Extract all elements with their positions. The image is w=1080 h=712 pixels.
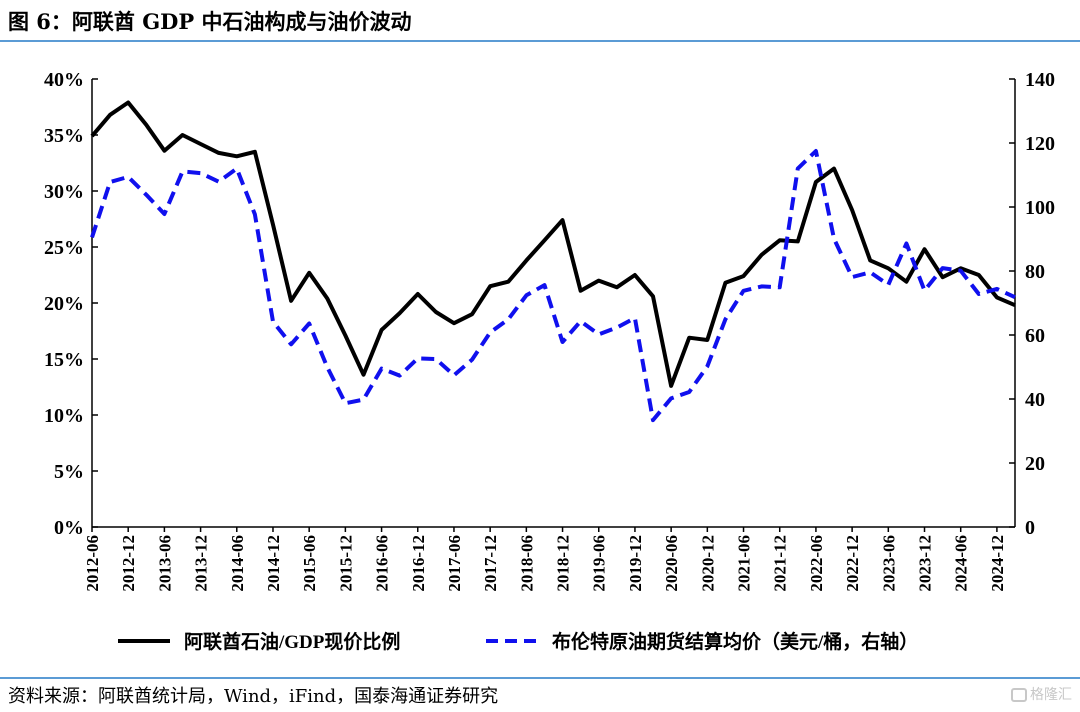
right-tick-label: 60 xyxy=(1025,325,1045,347)
left-tick-label: 0% xyxy=(54,517,84,539)
series-lines xyxy=(90,100,1016,423)
left-tick-label: 25% xyxy=(44,237,84,259)
x-tick-label: 2020-12 xyxy=(698,535,717,592)
x-tick-label: 2017-06 xyxy=(445,535,464,592)
chart: 0% 5% 10% 15% 20% 25% 30% 35% 40% 0 20 40 60 80 100 120… xyxy=(44,69,1055,653)
left-tick-label: 30% xyxy=(44,181,84,203)
right-tick-label: 140 xyxy=(1025,69,1055,91)
x-tick-label: 2012-12 xyxy=(119,535,138,592)
left-tick-label: 20% xyxy=(44,293,84,315)
x-tick-label: 2024-06 xyxy=(952,535,971,592)
x-tick-label: 2017-12 xyxy=(481,535,500,592)
x-tick-label: 2015-12 xyxy=(336,535,355,592)
title-rule xyxy=(0,40,1080,42)
series-line-oil-gdp-ratio xyxy=(90,100,1016,388)
x-tick-label: 2022-06 xyxy=(807,535,826,592)
right-tick-label: 120 xyxy=(1025,133,1055,155)
series-line-brent-price xyxy=(90,149,1016,423)
x-tick-label: 2023-06 xyxy=(879,535,898,592)
x-tick-label: 2019-06 xyxy=(590,535,609,592)
x-tick-label: 2022-12 xyxy=(843,535,862,592)
right-tick-label: 20 xyxy=(1025,453,1045,475)
right-tick-label: 0 xyxy=(1025,517,1035,539)
x-tick-label: 2013-06 xyxy=(155,535,174,592)
x-tick-label: 2018-12 xyxy=(554,535,573,592)
right-tick-label: 80 xyxy=(1025,261,1045,283)
watermark-logo-icon xyxy=(1011,688,1027,702)
right-tick-label: 40 xyxy=(1025,389,1045,411)
axes xyxy=(91,78,1016,532)
x-tick-label: 2013-12 xyxy=(192,535,211,592)
source-note: 资料来源：阿联酋统计局，Wind，iFind，国泰海通证券研究 xyxy=(8,686,499,707)
x-tick-label: 2016-12 xyxy=(409,535,428,592)
legend: 阿联酋石油/GDP现价比例 布伦特原油期货结算均价（美元/桶，右轴） xyxy=(118,630,918,653)
legend-label-series1: 阿联酋石油/GDP现价比例 xyxy=(184,630,400,653)
left-tick-label: 5% xyxy=(54,461,84,483)
x-tick-label: 2014-06 xyxy=(228,535,247,592)
x-tick-label: 2015-06 xyxy=(300,535,319,592)
x-tick-label: 2021-06 xyxy=(735,535,754,592)
x-tick-label: 2014-12 xyxy=(264,535,283,592)
x-tick-label: 2024-12 xyxy=(988,535,1007,592)
footer-rule xyxy=(0,677,1080,679)
x-tick-label: 2020-06 xyxy=(662,535,681,592)
tick-labels: 0% 5% 10% 15% 20% 25% 30% 35% 40% 0 20 40 60 80 100 120… xyxy=(44,69,1055,592)
right-tick-label: 100 xyxy=(1025,197,1055,219)
left-tick-label: 15% xyxy=(44,349,84,371)
left-tick-label: 10% xyxy=(44,405,84,427)
x-tick-label: 2023-12 xyxy=(916,535,935,592)
left-tick-label: 35% xyxy=(44,125,84,147)
left-tick-label: 40% xyxy=(44,69,84,91)
chart-title: 图 6：阿联酋 GDP 中石油构成与油价波动 xyxy=(8,9,412,34)
x-tick-label: 2021-12 xyxy=(771,535,790,592)
legend-label-series2: 布伦特原油期货结算均价（美元/桶，右轴） xyxy=(552,630,918,653)
x-tick-label: 2018-06 xyxy=(517,535,536,592)
x-tick-label: 2016-06 xyxy=(373,535,392,592)
watermark-text: 格隆汇 xyxy=(1030,687,1072,703)
x-tick-label: 2012-06 xyxy=(83,535,102,592)
watermark: 格隆汇 xyxy=(1011,684,1072,704)
x-tick-label: 2019-12 xyxy=(626,535,645,592)
